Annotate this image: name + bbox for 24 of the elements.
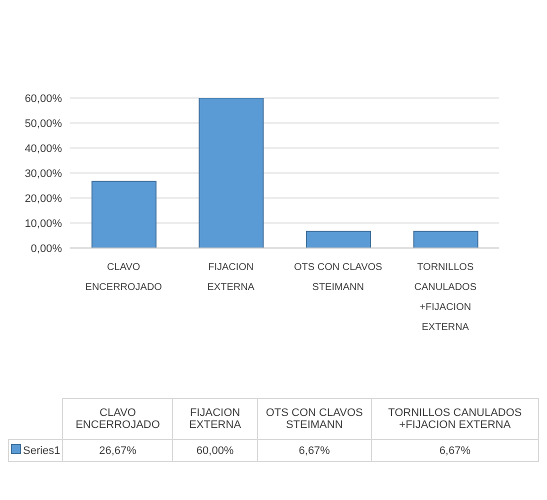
legend-label: Series1 xyxy=(8,440,63,462)
bar xyxy=(198,98,264,248)
data-label: 6,67% xyxy=(371,440,538,462)
y-tick-label: 40,00% xyxy=(24,142,62,155)
data-label: 60,00% xyxy=(172,440,258,462)
y-tick-label: 30,00% xyxy=(24,168,62,180)
category-label: TORNILLOS CANULADOS +FIJACION EXTERNA xyxy=(388,407,522,431)
data-label: 26,67% xyxy=(62,440,173,462)
category-label: FIJACION EXTERNA xyxy=(189,407,242,431)
y-tick-label: 10,00% xyxy=(24,218,62,230)
data-label: 6,67% xyxy=(257,440,372,462)
category-label: CLAVO ENCERROJADO xyxy=(76,407,160,431)
x-tick-label: CLAVO ENCERROJADO xyxy=(85,262,162,293)
bar xyxy=(413,230,478,248)
y-tick-label: 0,00% xyxy=(30,242,62,255)
category-label: OTS CON CLAVOS STEIMANN xyxy=(266,407,363,431)
y-tick-label: 20,00% xyxy=(24,192,62,205)
y-tick-label: 50,00% xyxy=(24,118,62,130)
x-tick-label: OTS CON CLAVOS STEIMANN xyxy=(294,262,383,293)
x-tick-label: FIJACION EXTERNA xyxy=(207,262,255,293)
bar xyxy=(92,180,156,248)
x-tick-label: TORNILLOS CANULADOS +FIJACION EXTERNA xyxy=(414,262,477,333)
bar xyxy=(306,230,371,248)
y-tick-label: 60,00% xyxy=(24,92,62,105)
